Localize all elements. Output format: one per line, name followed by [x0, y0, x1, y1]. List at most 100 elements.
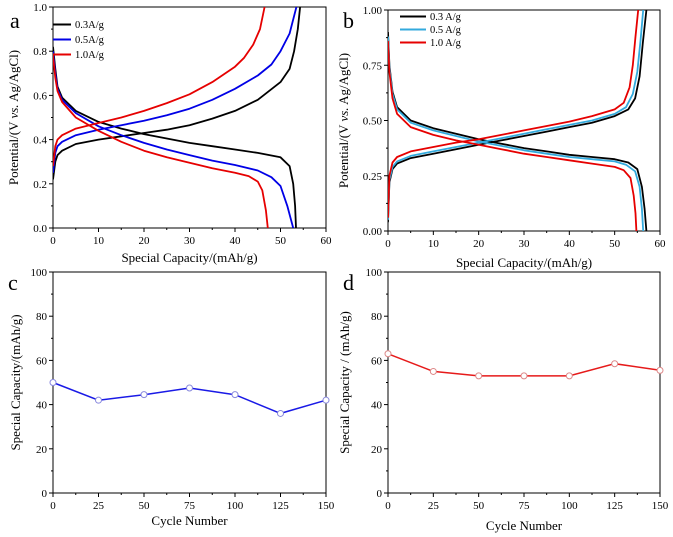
- data-point: [384, 350, 392, 358]
- x-tick-label: 0: [385, 500, 391, 512]
- legend-label: 0.3A/g: [75, 20, 105, 31]
- x-tick-label: 75: [184, 500, 196, 512]
- legend-label: 0.3 A/g: [430, 12, 462, 23]
- y-tick-label: 0.0: [33, 223, 47, 235]
- panel-letter-d: d: [343, 270, 354, 295]
- y-tick-label: 1.0: [33, 2, 47, 14]
- x-tick-label: 25: [428, 500, 440, 512]
- y-tick-label: 0.6: [33, 90, 47, 102]
- data-point: [95, 396, 102, 404]
- y-tick-label: 100: [366, 267, 383, 279]
- y-tick-label: 0.50: [363, 116, 383, 128]
- x-tick-label: 50: [139, 500, 151, 512]
- y-tick-label: 100: [31, 267, 48, 279]
- series-charge-line-0.5A/g: [53, 7, 298, 173]
- x-tick-label: 100: [561, 500, 578, 512]
- x-tick-label: 100: [227, 500, 244, 512]
- x-tick-label: 0: [50, 235, 56, 247]
- y-tick-label: 0.00: [363, 226, 383, 238]
- x-tick-label: 50: [473, 500, 485, 512]
- data-point: [140, 391, 148, 399]
- y-tick-label: 20: [36, 444, 48, 456]
- data-point: [429, 367, 437, 375]
- y-tick-label: 0: [42, 488, 48, 500]
- x-tick-label: 10: [93, 235, 105, 247]
- x-tick-label: 50: [275, 235, 287, 247]
- y-tick-label: 60: [371, 355, 383, 367]
- x-tick-label: 40: [230, 235, 242, 247]
- panel-letter-b: b: [343, 8, 354, 33]
- series-charge-line-0.3A/g: [53, 7, 301, 180]
- y-axis-label: Potential/(V vs. Ag/AgCl): [6, 50, 21, 185]
- data-point: [231, 391, 239, 399]
- data-point: [656, 366, 664, 374]
- data-point: [322, 396, 330, 404]
- y-tick-label: 20: [371, 444, 383, 456]
- data-point: [611, 360, 619, 368]
- panel-a: a 0 10 20 30 40 50 60 0.0 0.2 0.4 0.6 0.8 1.0 Special …: [6, 2, 332, 265]
- y-tick-label: 0.8: [33, 46, 47, 58]
- x-tick-label: 150: [318, 500, 335, 512]
- series-charge-line-0.5 A/g: [388, 10, 645, 220]
- x-tick-label: 20: [473, 238, 485, 250]
- legend-label: 1.0A/g: [75, 50, 105, 61]
- y-label-italic: vs.: [6, 104, 21, 118]
- y-label-part: Ag/AgCl): [336, 53, 351, 108]
- y-tick-label: 80: [36, 311, 48, 323]
- x-tick-label: 20: [139, 235, 151, 247]
- plot-frame: [387, 271, 661, 494]
- series-charge-line-1.0 A/g: [388, 10, 640, 218]
- x-tick-label: 25: [93, 500, 105, 512]
- y-label-part: Potential/(V: [336, 122, 351, 189]
- x-axis-label: Special Capacity/(mAh/g): [456, 255, 592, 270]
- x-tick-label: 60: [655, 238, 667, 250]
- x-tick-label: 30: [519, 238, 531, 250]
- y-tick-label: 0.75: [363, 60, 383, 72]
- legend-label: 0.5 A/g: [430, 25, 462, 36]
- data-point: [520, 372, 528, 380]
- y-axis-label: Potential/(V vs. Ag/AgCl): [336, 53, 351, 188]
- series-discharge-line-1.0 A/g: [388, 40, 638, 231]
- y-label-part: Ag/AgCl): [6, 50, 21, 105]
- series-charge-line-0.3 A/g: [388, 10, 648, 223]
- x-tick-label: 0: [50, 500, 56, 512]
- x-tick-label: 30: [184, 235, 196, 247]
- plot-frame: [387, 9, 661, 232]
- plot-frame: [52, 271, 327, 494]
- series-charge-line-1.0A/g: [53, 7, 266, 167]
- series-discharge-line-0.5 A/g: [388, 36, 645, 231]
- y-label-part: Potential/(V: [6, 119, 21, 186]
- x-tick-label: 150: [652, 500, 669, 512]
- y-tick-label: 60: [36, 355, 48, 367]
- legend-label: 1.0 A/g: [430, 38, 462, 49]
- y-tick-label: 0.4: [33, 135, 47, 147]
- x-axis-label: Cycle Number: [486, 518, 563, 533]
- y-tick-label: 0.2: [33, 179, 47, 191]
- y-tick-label: 40: [371, 400, 383, 412]
- data-point: [277, 409, 284, 417]
- y-tick-label: 80: [371, 311, 383, 323]
- x-tick-label: 125: [272, 500, 289, 512]
- panel-letter-a: a: [10, 8, 20, 33]
- data-point: [49, 379, 57, 386]
- x-tick-label: 0: [385, 238, 391, 250]
- x-tick-label: 60: [321, 235, 333, 247]
- data-point: [475, 372, 483, 380]
- x-tick-label: 50: [609, 238, 621, 250]
- y-tick-label: 1.00: [363, 5, 383, 17]
- legend-label: 0.5A/g: [75, 35, 105, 46]
- y-tick-label: 0: [377, 488, 383, 500]
- series-discharge-line-1.0A/g: [53, 55, 269, 228]
- panel-d: d 0 25 50 75 100 125 150 0 20 40 60 80 100 Cycle Numbe…: [337, 267, 669, 533]
- panel-letter-c: c: [8, 270, 18, 295]
- x-tick-label: 10: [428, 238, 440, 250]
- y-tick-label: 0.25: [363, 171, 383, 183]
- data-point: [565, 372, 573, 380]
- y-axis-label: Special Capacity/(mAh/g): [8, 314, 23, 450]
- legend: 0.3A/g 0.5A/g 1.0A/g: [53, 20, 105, 61]
- y-label-italic: vs.: [336, 107, 351, 121]
- x-axis-label: Special Capacity/(mAh/g): [121, 250, 257, 265]
- x-axis-label: Cycle Number: [151, 513, 228, 528]
